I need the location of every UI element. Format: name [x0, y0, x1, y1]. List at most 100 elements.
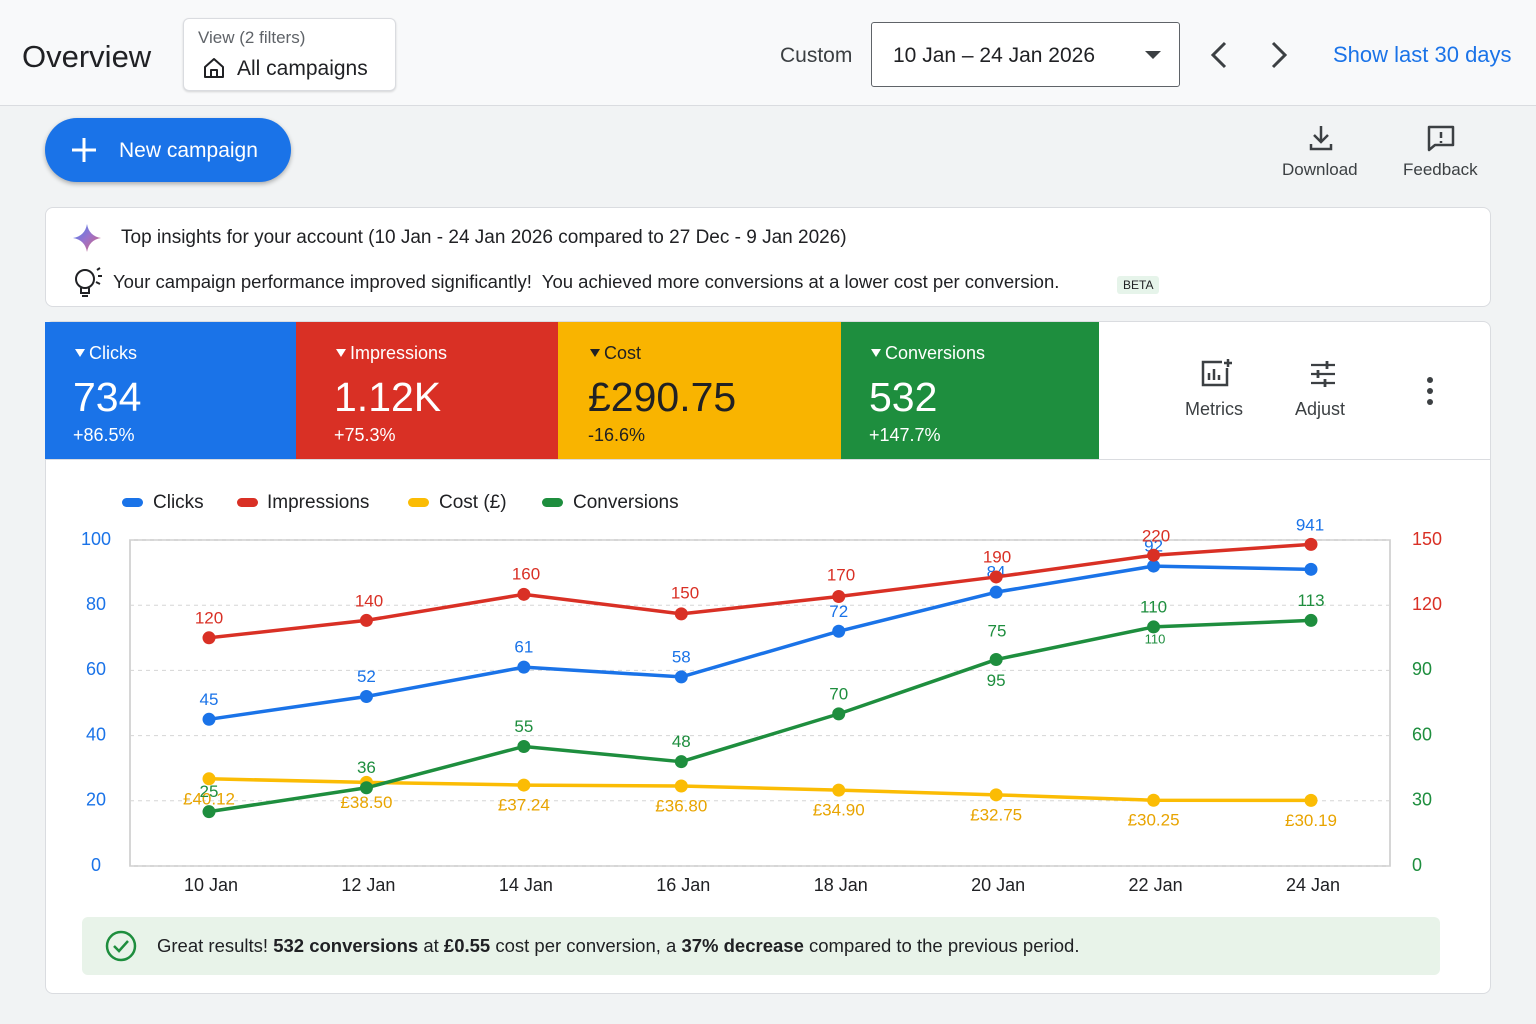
- data-label: £36.80: [655, 797, 707, 816]
- adjust-button[interactable]: Adjust: [1290, 355, 1360, 420]
- data-point: [989, 585, 1003, 599]
- data-label: £30.19: [1285, 811, 1337, 830]
- next-period-button[interactable]: [1266, 40, 1292, 70]
- summary-highlight: 37% decrease: [681, 935, 804, 956]
- previous-period-button[interactable]: [1206, 40, 1232, 70]
- data-point: [1304, 793, 1318, 807]
- feedback-button[interactable]: Feedback: [1396, 122, 1486, 182]
- new-campaign-button[interactable]: New campaign: [45, 118, 291, 182]
- data-point: [202, 712, 216, 726]
- data-label: 45: [200, 690, 219, 709]
- date-range: 10 Jan – 24 Jan 2026: [893, 44, 1096, 67]
- legend-swatch: [542, 498, 563, 507]
- metric-value: £290.75: [588, 374, 737, 420]
- data-point: [517, 587, 531, 601]
- y2-tick-label: 90: [1412, 659, 1432, 679]
- data-point: [989, 788, 1003, 802]
- annotation: 110: [1145, 631, 1166, 646]
- date-range-dropdown[interactable]: 10 Jan – 24 Jan 2026: [871, 22, 1180, 87]
- series-line: [208, 618, 1312, 814]
- page-title: Overview: [22, 39, 152, 74]
- data-point: [359, 781, 373, 795]
- data-point: [1147, 548, 1161, 562]
- data-point: [674, 670, 688, 684]
- more-options[interactable]: [1420, 375, 1440, 409]
- legend-swatch: [408, 498, 429, 507]
- annotation: 220: [1142, 526, 1170, 545]
- legend-swatch: [237, 498, 258, 507]
- x-tick-label: 16 Jan: [656, 875, 710, 895]
- data-point: [832, 624, 846, 638]
- data-point: [359, 613, 373, 627]
- data-label: 110: [1140, 597, 1167, 616]
- y-tick-label: 100: [81, 529, 111, 549]
- data-point: [1147, 620, 1161, 634]
- series-line: [208, 777, 1312, 803]
- y-tick-label: 40: [86, 724, 106, 744]
- view-value: All campaigns: [237, 57, 368, 80]
- summary-part: compared to the previous period.: [803, 935, 1080, 956]
- view-selector[interactable]: View (2 filters) All campaigns: [183, 18, 396, 91]
- data-point: [202, 805, 216, 819]
- data-point: [989, 570, 1003, 584]
- metric-tile[interactable]: Clicks 734 +86.5%: [45, 322, 296, 459]
- series-line: [208, 542, 1312, 640]
- show-last-link[interactable]: Show last 30 days: [1333, 42, 1512, 67]
- x-tick-label: 20 Jan: [971, 875, 1025, 895]
- metric-tile[interactable]: Conversions 532 +147.7%: [841, 322, 1099, 459]
- metric-label: Cost: [590, 344, 641, 362]
- metric-value: 1.12K: [334, 374, 442, 420]
- y-tick-label: 60: [86, 659, 106, 679]
- dropdown-arrow: [1145, 51, 1161, 59]
- adjust-label: Adjust: [1295, 399, 1346, 419]
- feedback-label: Feedback: [1403, 160, 1478, 179]
- data-point: [674, 607, 688, 621]
- summary-part: at: [418, 935, 444, 956]
- check-icon: [105, 930, 137, 962]
- metric-change: +75.3%: [334, 425, 396, 445]
- data-point: [517, 660, 531, 674]
- data-label: £34.90: [813, 801, 865, 820]
- download-button[interactable]: Download: [1276, 122, 1364, 182]
- data-label: 48: [672, 732, 691, 751]
- data-label: £40.12: [183, 789, 235, 808]
- insights-message: Your campaign performance improved signi…: [113, 271, 1060, 292]
- x-tick-label: 24 Jan: [1286, 875, 1340, 895]
- metric-value: 532: [869, 374, 938, 420]
- data-point: [674, 755, 688, 769]
- data-label: 52: [357, 667, 376, 686]
- y2-tick-label: 120: [1412, 594, 1442, 614]
- metric-tile[interactable]: Cost £290.75 -16.6%: [558, 322, 841, 459]
- adjust-icon: [1311, 361, 1335, 387]
- data-point: [1304, 613, 1318, 627]
- x-tick-label: 12 Jan: [341, 875, 395, 895]
- data-point: [832, 783, 846, 797]
- insights-title: Top insights for your account (10 Jan - …: [121, 227, 847, 248]
- data-point: [517, 778, 531, 792]
- data-point: [1304, 562, 1318, 576]
- metric-label-text: Impressions: [350, 343, 448, 363]
- metric-change: +86.5%: [73, 425, 135, 445]
- view-label: View (2 filters): [198, 28, 306, 47]
- data-point: [517, 739, 531, 753]
- metric-label-text: Cost: [604, 343, 642, 363]
- metrics-icon: [1201, 359, 1232, 387]
- x-tick-label: 22 Jan: [1129, 875, 1183, 895]
- data-point: [674, 779, 688, 793]
- insights-card: Top insights for your account (10 Jan - …: [45, 207, 1491, 307]
- annotation: 150: [671, 583, 699, 602]
- summary-highlight: £0.55: [443, 935, 491, 956]
- metrics-button[interactable]: Metrics: [1178, 355, 1258, 420]
- metric-tile[interactable]: Impressions 1.12K +75.3%: [296, 322, 558, 459]
- data-point: [202, 631, 216, 645]
- data-label: 25: [200, 782, 219, 801]
- range-mode: Custom: [780, 44, 853, 67]
- summary-part: Great results!: [157, 935, 274, 956]
- metric-value: 734: [73, 374, 142, 420]
- metric-label-text: Clicks: [89, 343, 137, 363]
- data-label: 70: [829, 684, 848, 703]
- new-campaign-label: New campaign: [119, 139, 258, 162]
- feedback-icon: [1427, 125, 1455, 152]
